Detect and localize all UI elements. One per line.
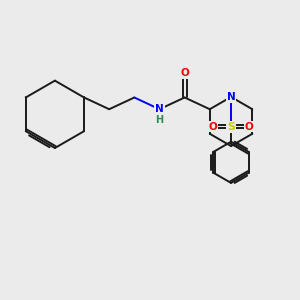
Text: O: O <box>180 68 189 78</box>
Text: N: N <box>155 104 164 114</box>
Text: S: S <box>227 122 235 132</box>
Text: N: N <box>227 92 236 102</box>
Text: O: O <box>244 122 253 132</box>
Text: O: O <box>209 122 218 132</box>
Text: H: H <box>155 115 164 125</box>
